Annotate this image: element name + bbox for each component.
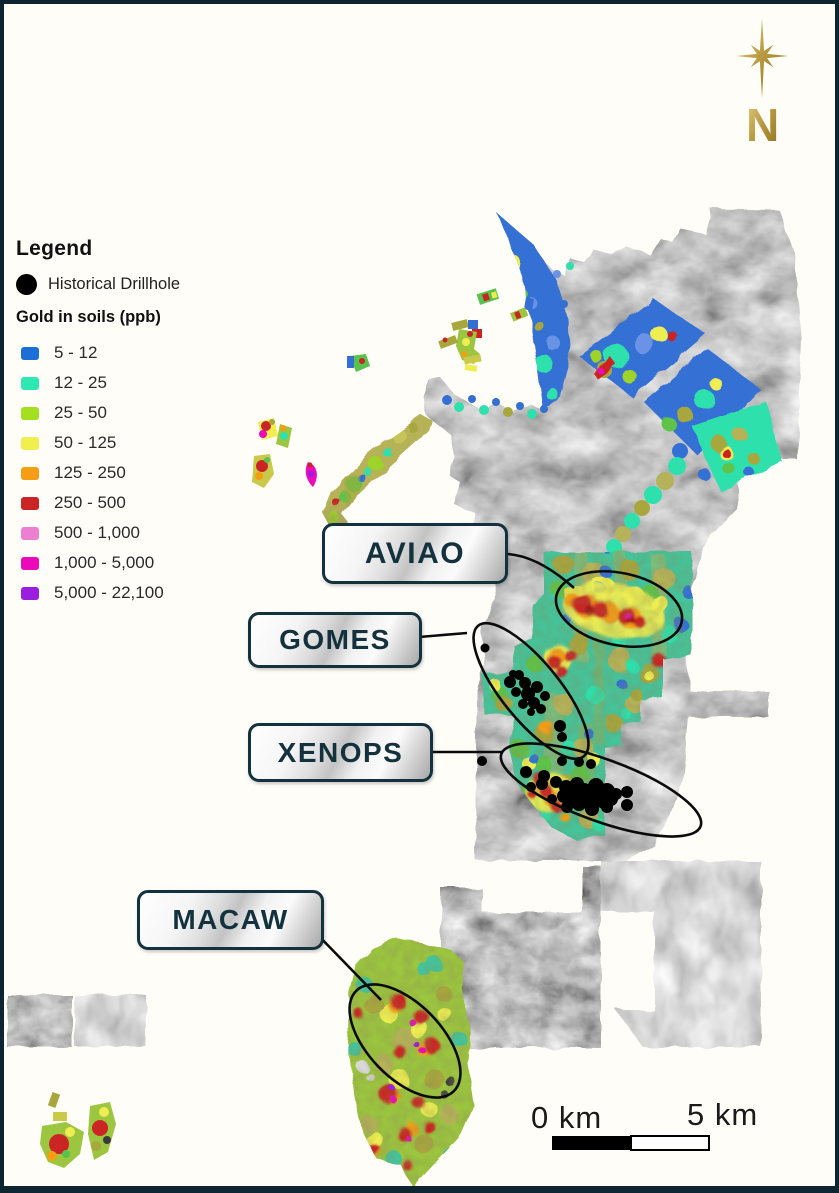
- color-swatch: [21, 406, 39, 420]
- geochem-blue-stripes-northeast: [579, 299, 782, 491]
- prospect-label-macaw: MACAW: [137, 890, 324, 950]
- terrain-west-tile-1: [7, 995, 72, 1047]
- scale-end-label: 5 km: [687, 1097, 758, 1132]
- prospect-label-xenops: XENOPS: [248, 723, 433, 782]
- macaw-ellipse: [348, 983, 462, 1099]
- color-swatch: [21, 466, 39, 480]
- geochem-strip-northwest: [322, 416, 432, 530]
- legend-class-row: 125 - 250: [16, 458, 231, 488]
- legend-class-row: 5,000 - 22,100: [16, 578, 231, 608]
- legend-class-label: 25 - 50: [54, 403, 107, 422]
- legend-class-label: 125 - 250: [54, 463, 126, 482]
- scale-bar-empty-segment: [630, 1135, 710, 1151]
- legend-class-label: 5 - 12: [54, 343, 98, 362]
- aviao-connector-line: [507, 552, 575, 589]
- legend-class-label: 50 - 125: [54, 433, 117, 452]
- color-swatch: [21, 496, 39, 510]
- legend-class-label: 12 - 25: [54, 373, 107, 392]
- legend-class-row: 12 - 25: [16, 368, 231, 398]
- legend-class-row: 50 - 125: [16, 428, 231, 458]
- legend-class-row: 25 - 50: [16, 398, 231, 428]
- terrain-west-tile-2: [74, 995, 146, 1046]
- xenops-ellipse: [499, 742, 703, 838]
- geochem-southwest-fragments: [40, 1092, 116, 1168]
- geochem-blue-wedge: [497, 213, 570, 408]
- legend-class-label: 1,000 - 5,000: [54, 553, 155, 572]
- geochem-coastal-fringe: [442, 262, 574, 419]
- drillhole-dot-icon: [16, 274, 37, 295]
- gomes-connector-line: [418, 631, 468, 639]
- legend-soils-heading: Gold in soils (ppb): [16, 308, 161, 326]
- scale-bar-filled-segment: [552, 1136, 631, 1150]
- color-swatch: [21, 346, 39, 360]
- scale-bar: 0 km 5 km: [531, 1097, 758, 1151]
- legend-drillhole-row: Historical Drillhole: [16, 274, 231, 295]
- legend-class-row: 500 - 1,000: [16, 518, 231, 548]
- legend-class-label: 5,000 - 22,100: [54, 583, 164, 602]
- terrain-center-block: [441, 866, 601, 1048]
- drillhole-label: Historical Drillhole: [48, 275, 181, 293]
- color-swatch: [21, 376, 39, 390]
- north-letter: N: [746, 99, 779, 151]
- macaw-connector-line: [313, 930, 382, 1001]
- legend-class-row: 5 - 12: [16, 338, 231, 368]
- color-swatch: [21, 526, 39, 540]
- color-swatch: [21, 556, 39, 570]
- prospect-outlines: [313, 552, 703, 1099]
- legend-class-label: 500 - 1,000: [54, 523, 141, 542]
- legend-class-label: 250 - 500: [54, 493, 126, 512]
- north-arrow: N: [736, 18, 788, 151]
- drillhole-dots: [477, 643, 633, 816]
- color-swatch: [21, 436, 39, 450]
- compass-star-icon: [736, 18, 788, 98]
- geochem-scattered-fragments: [252, 288, 534, 488]
- legend-class-row: 1,000 - 5,000: [16, 548, 231, 578]
- map-canvas: N 0 km 5 km: [7, 18, 801, 1186]
- legend-title: Legend: [16, 237, 93, 260]
- color-swatch: [21, 586, 39, 600]
- fragment-bird: [438, 319, 482, 372]
- aviao-ellipse: [554, 570, 684, 648]
- gomes-ellipse: [472, 621, 590, 761]
- prospect-label-gomes: GOMES: [248, 612, 422, 668]
- scale-start-label: 0 km: [531, 1100, 602, 1135]
- terrain-southeast-block: [601, 861, 761, 1047]
- legend-panel: Legend Historical Drillhole Gold in soil…: [16, 237, 231, 608]
- prospect-label-aviao: AVIAO: [322, 523, 508, 584]
- legend-class-row: 250 - 500: [16, 488, 231, 518]
